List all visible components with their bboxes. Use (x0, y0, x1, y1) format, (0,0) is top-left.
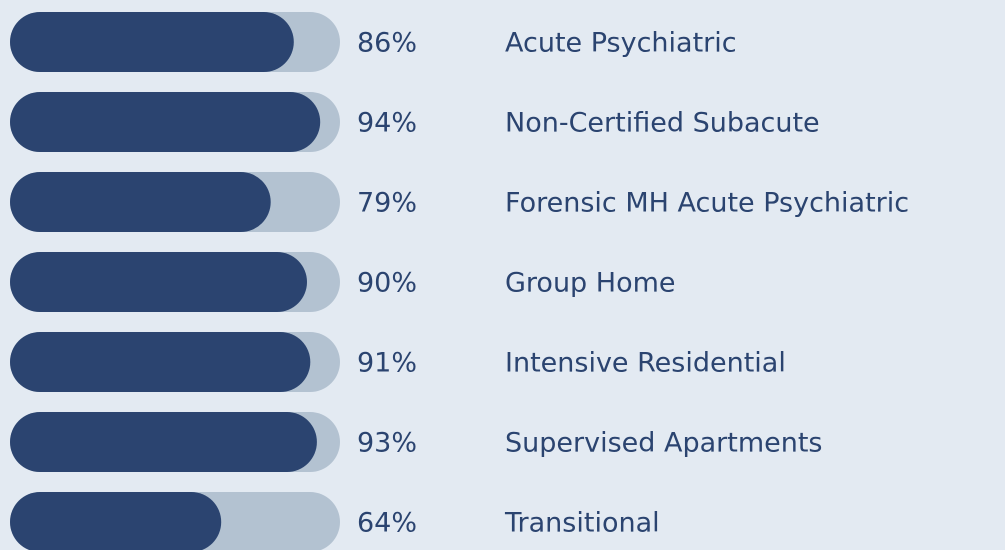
category-label: Intensive Residential (505, 348, 786, 379)
value-label: 64% (357, 508, 417, 539)
value-label: 93% (357, 428, 417, 459)
bar (10, 332, 311, 392)
value-label: 90% (357, 268, 417, 299)
value-label: 91% (357, 348, 417, 379)
category-label: Transitional (504, 508, 660, 539)
value-label: 79% (357, 188, 417, 219)
bar (10, 412, 317, 472)
bar (10, 492, 222, 550)
category-label: Acute Psychiatric (505, 28, 737, 59)
category-label: Non-Certified Subacute (505, 108, 820, 139)
value-label: 86% (357, 28, 417, 59)
category-label: Forensic MH Acute Psychiatric (505, 188, 909, 219)
value-label: 94% (357, 108, 417, 139)
category-label: Group Home (505, 268, 676, 299)
bar (10, 252, 307, 312)
bar (10, 92, 321, 152)
bar (10, 12, 294, 72)
category-label: Supervised Apartments (505, 428, 823, 459)
bar (10, 172, 271, 232)
